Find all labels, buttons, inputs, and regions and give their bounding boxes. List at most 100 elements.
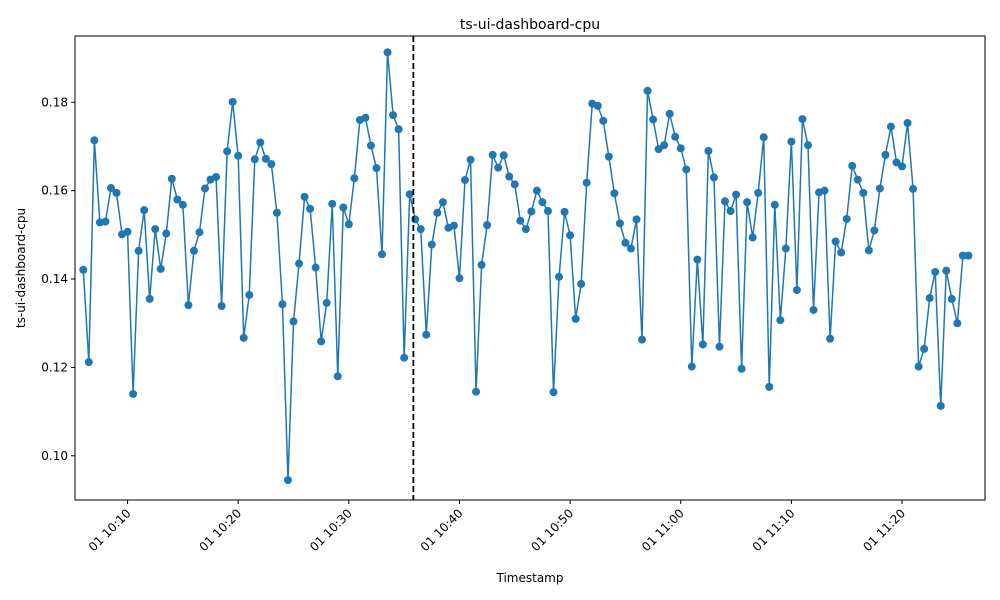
data-point [322, 298, 331, 307]
data-point [853, 175, 862, 184]
data-point [859, 188, 868, 197]
data-point [638, 335, 647, 344]
data-point [837, 248, 846, 257]
data-point [383, 48, 392, 57]
data-point [461, 176, 469, 185]
data-point [162, 229, 171, 238]
y-tick-label: 0.14 [41, 272, 68, 286]
y-axis-label: ts-ui-dashboard-cpu [14, 208, 28, 328]
data-point [405, 190, 414, 199]
data-point [521, 225, 530, 234]
data-point [754, 188, 763, 197]
data-point [682, 165, 691, 174]
data-point [615, 219, 624, 228]
data-point [826, 334, 835, 343]
data-point [964, 251, 973, 260]
y-tick-label: 0.12 [41, 360, 68, 374]
data-point [201, 184, 209, 193]
data-point [505, 172, 514, 181]
data-point [582, 178, 591, 187]
data-point [306, 204, 315, 213]
data-point [361, 113, 370, 122]
data-point [283, 476, 292, 485]
data-point [776, 316, 785, 325]
data-point [195, 228, 204, 237]
data-point [875, 184, 884, 193]
data-point [698, 340, 707, 349]
data-point [870, 226, 879, 235]
data-point [178, 200, 187, 209]
data-point [721, 197, 729, 206]
data-point [189, 246, 198, 255]
data-point [84, 358, 93, 367]
data-point [267, 160, 276, 169]
data-point [527, 207, 536, 216]
data-point [223, 147, 232, 156]
data-point [925, 294, 934, 303]
data-point [400, 353, 409, 362]
data-point [516, 216, 525, 225]
data-point [151, 225, 160, 234]
data-point [610, 189, 619, 198]
data-point [494, 163, 503, 172]
x-axis-label: Timestamp [496, 571, 564, 585]
data-point [654, 145, 663, 154]
data-point [931, 267, 940, 276]
data-point [239, 333, 248, 342]
data-point [427, 240, 436, 249]
data-point [831, 237, 840, 246]
data-point [145, 294, 154, 303]
data-point [726, 206, 735, 215]
data-point [792, 286, 801, 295]
data-point [366, 141, 375, 150]
data-point [90, 136, 99, 145]
data-point [394, 125, 403, 134]
data-point [372, 164, 381, 173]
data-point [173, 195, 182, 204]
data-point [626, 244, 635, 253]
data-point [245, 290, 254, 299]
data-point [311, 263, 320, 272]
data-point [693, 255, 702, 264]
data-point [892, 158, 901, 167]
data-point [295, 259, 304, 268]
data-point [660, 141, 669, 150]
data-point [715, 342, 724, 351]
data-point [289, 317, 298, 326]
data-point [748, 233, 757, 242]
y-tick-label: 0.10 [41, 449, 68, 463]
plot-frame [74, 35, 986, 501]
data-point [234, 151, 243, 160]
data-point [79, 265, 88, 274]
data-point [543, 206, 552, 215]
data-point [532, 186, 541, 195]
data-point [438, 198, 447, 207]
data-point [449, 221, 458, 230]
y-tick-label: 0.18 [41, 95, 68, 109]
data-point [217, 302, 226, 310]
data-point [671, 132, 680, 141]
data-point [947, 294, 956, 303]
data-point [560, 207, 569, 216]
data-point [798, 115, 807, 124]
data-point [339, 203, 348, 212]
data-point [256, 138, 265, 147]
data-point [770, 200, 779, 209]
data-point [842, 214, 851, 223]
data-point [676, 144, 685, 153]
data-point [278, 300, 287, 309]
data-point [300, 192, 309, 201]
data-point [632, 215, 641, 224]
data-point [732, 190, 741, 199]
data-point [167, 174, 176, 183]
data-point [333, 372, 342, 381]
data-point [942, 266, 951, 275]
data-point [787, 137, 796, 146]
data-point [317, 337, 326, 346]
data-point [809, 305, 818, 314]
data-point [106, 184, 115, 193]
data-point [129, 389, 138, 398]
data-point [483, 221, 492, 230]
data-point [709, 173, 718, 182]
data-point [477, 260, 486, 269]
